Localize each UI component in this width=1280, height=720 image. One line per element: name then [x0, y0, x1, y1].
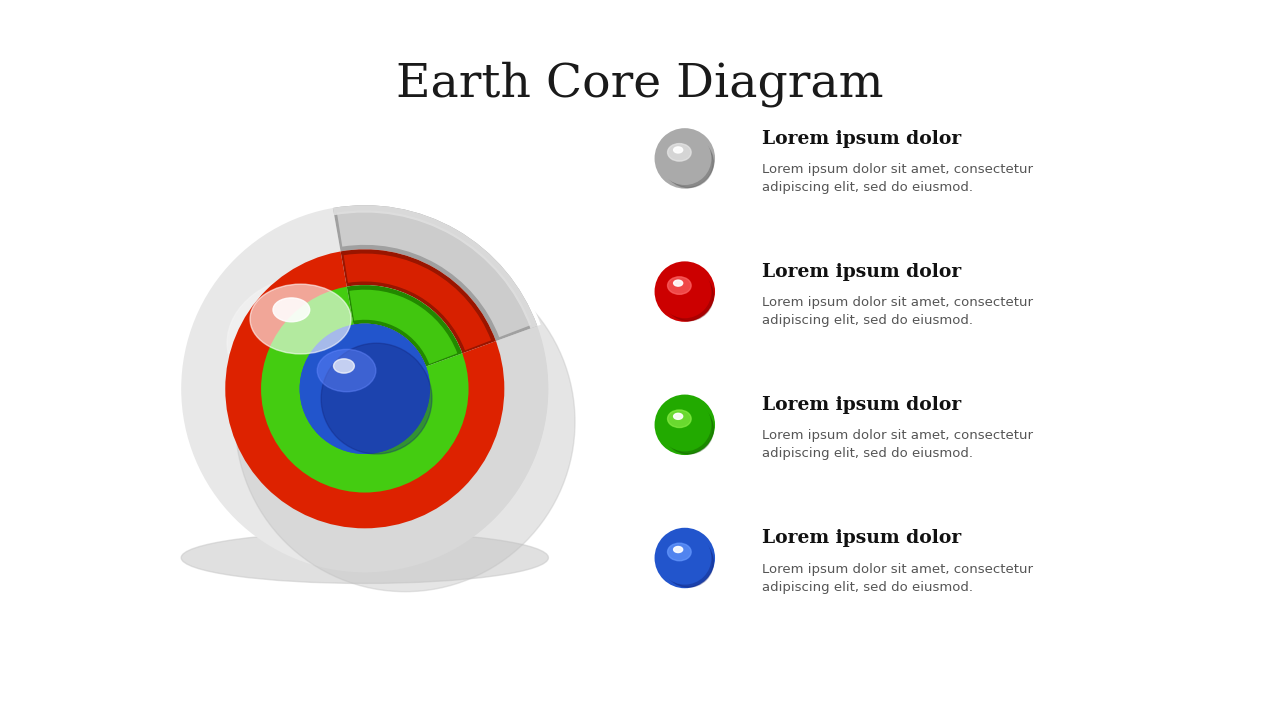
Ellipse shape [673, 546, 682, 552]
Ellipse shape [227, 274, 411, 412]
Wedge shape [340, 249, 495, 354]
Circle shape [658, 531, 712, 585]
Ellipse shape [668, 276, 691, 294]
Wedge shape [333, 202, 540, 389]
Circle shape [654, 395, 716, 455]
Text: Lorem ipsum dolor sit amet, consectetur
adipiscing elit, sed do eiusmod.: Lorem ipsum dolor sit amet, consectetur … [762, 296, 1033, 327]
Wedge shape [347, 285, 462, 366]
Wedge shape [343, 253, 492, 351]
Circle shape [654, 128, 716, 189]
Wedge shape [349, 289, 457, 364]
Circle shape [300, 323, 430, 454]
Ellipse shape [334, 359, 355, 373]
Text: Lorem ipsum dolor: Lorem ipsum dolor [762, 263, 961, 281]
Ellipse shape [250, 284, 351, 354]
Text: Earth Core Diagram: Earth Core Diagram [397, 61, 883, 107]
Ellipse shape [668, 143, 691, 161]
Wedge shape [333, 205, 538, 328]
Ellipse shape [663, 138, 713, 188]
Circle shape [654, 261, 716, 322]
Wedge shape [337, 210, 531, 337]
Ellipse shape [182, 532, 548, 583]
Ellipse shape [317, 349, 376, 392]
Ellipse shape [673, 147, 682, 153]
Ellipse shape [321, 343, 431, 454]
Text: Lorem ipsum dolor sit amet, consectetur
adipiscing elit, sed do eiusmod.: Lorem ipsum dolor sit amet, consectetur … [762, 163, 1033, 194]
Circle shape [261, 285, 468, 492]
Circle shape [654, 528, 716, 588]
Ellipse shape [236, 252, 575, 592]
Ellipse shape [262, 295, 328, 336]
Ellipse shape [663, 404, 713, 454]
Circle shape [300, 323, 430, 454]
Circle shape [658, 398, 712, 451]
Circle shape [658, 132, 712, 185]
Text: Lorem ipsum dolor sit amet, consectetur
adipiscing elit, sed do eiusmod.: Lorem ipsum dolor sit amet, consectetur … [762, 429, 1033, 460]
Ellipse shape [663, 271, 713, 321]
Ellipse shape [273, 298, 310, 322]
Wedge shape [356, 331, 419, 387]
Text: Lorem ipsum dolor: Lorem ipsum dolor [762, 130, 961, 148]
Wedge shape [353, 323, 426, 389]
Ellipse shape [673, 280, 682, 286]
Ellipse shape [668, 543, 691, 561]
Text: Lorem ipsum dolor sit amet, consectetur
adipiscing elit, sed do eiusmod.: Lorem ipsum dolor sit amet, consectetur … [762, 562, 1033, 593]
Circle shape [658, 265, 712, 318]
Circle shape [182, 205, 548, 572]
Text: Lorem ipsum dolor: Lorem ipsum dolor [762, 529, 961, 547]
Ellipse shape [668, 410, 691, 428]
Text: Lorem ipsum dolor: Lorem ipsum dolor [762, 396, 961, 414]
Wedge shape [333, 205, 538, 341]
Circle shape [225, 249, 504, 528]
Ellipse shape [663, 537, 713, 588]
Ellipse shape [673, 413, 682, 419]
